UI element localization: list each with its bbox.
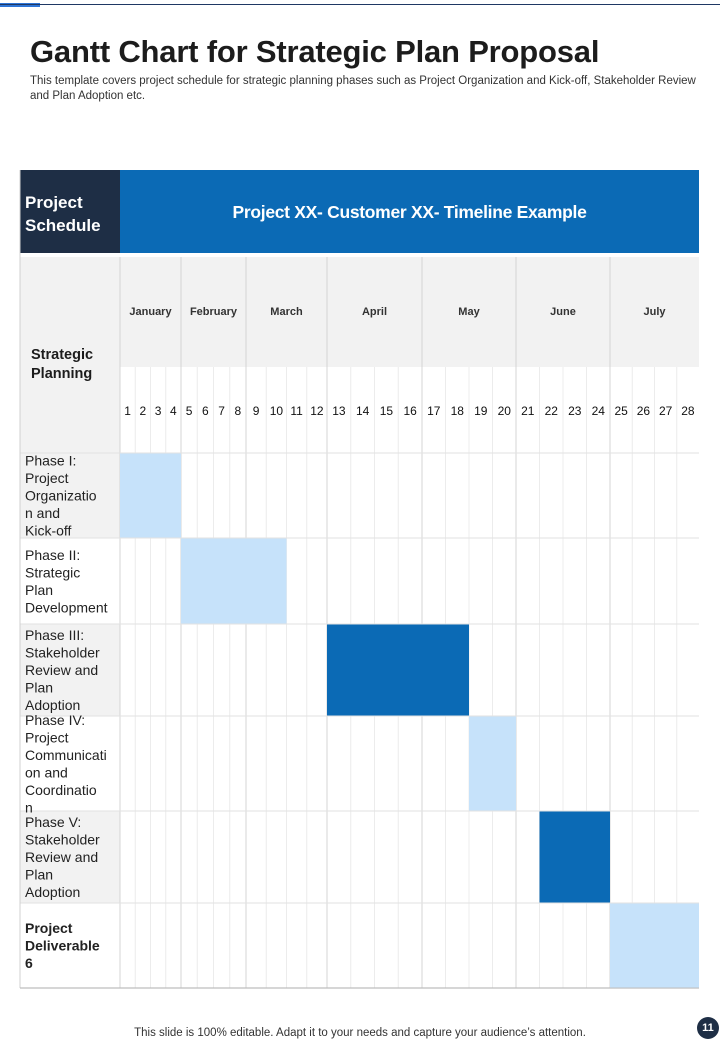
task-label-bg (20, 453, 120, 538)
task-label: Deliverable (25, 938, 100, 954)
week-number-label: 1 (124, 404, 131, 418)
month-label: January (129, 306, 172, 318)
task-label: Project (25, 470, 69, 486)
task-label: Plan (25, 680, 53, 696)
gantt-bar (539, 811, 610, 903)
page-number-badge: 11 (697, 1017, 719, 1039)
top-accent-bar (0, 3, 40, 7)
timeline-banner-title: Project XX- Customer XX- Timeline Exampl… (232, 202, 587, 222)
gantt-bar (327, 624, 469, 716)
task-label: Phase II: (25, 547, 80, 563)
task-label: Phase I: (25, 453, 76, 469)
gantt-bar (610, 903, 699, 988)
task-label: Phase IV: (25, 712, 85, 728)
week-number-label: 26 (637, 404, 651, 418)
gantt-bar (181, 538, 287, 624)
week-number-label: 17 (427, 404, 441, 418)
row-header-cell (20, 257, 120, 453)
week-number-label: 6 (202, 404, 209, 418)
task-label: Stakeholder (25, 832, 100, 848)
week-number-label: 3 (155, 404, 162, 418)
task-label: Adoption (25, 697, 80, 713)
week-number-label: 4 (170, 404, 177, 418)
project-schedule-corner (20, 170, 120, 253)
week-number-label: 13 (332, 404, 346, 418)
task-label: Review and (25, 849, 98, 865)
task-label: Project (25, 920, 73, 936)
task-label: n and (25, 505, 60, 521)
task-label: Adoption (25, 884, 80, 900)
week-number-label: 9 (253, 404, 260, 418)
month-label: April (362, 306, 387, 318)
project-schedule-label: Schedule (25, 216, 101, 235)
task-label: Development (25, 599, 108, 615)
footer-note: This slide is 100% editable. Adapt it to… (134, 1027, 586, 1039)
week-number-label: 24 (592, 404, 606, 418)
page-subtitle: This template covers project schedule fo… (30, 75, 696, 102)
week-number-label: 28 (681, 404, 695, 418)
week-number-label: 21 (521, 404, 535, 418)
week-number-label: 7 (218, 404, 225, 418)
task-label: Organizatio (25, 488, 97, 504)
month-header-band (120, 257, 699, 367)
week-number-label: 15 (380, 404, 394, 418)
week-number-label: 25 (614, 404, 628, 418)
task-label: Phase III: (25, 627, 84, 643)
task-label: Plan (25, 582, 53, 598)
month-label: June (550, 306, 576, 318)
task-label: Strategic (25, 564, 80, 580)
task-label: Stakeholder (25, 645, 100, 661)
task-label: 6 (25, 955, 33, 971)
gantt-bar (469, 716, 516, 811)
gantt-bar (120, 453, 181, 538)
week-number-label: 19 (474, 404, 488, 418)
task-label-bg (20, 811, 120, 903)
month-label: July (643, 306, 666, 318)
strategic-planning-label: Strategic (31, 347, 93, 363)
task-label: Phase V: (25, 814, 81, 830)
top-divider (0, 4, 720, 5)
page-title: Gantt Chart for Strategic Plan Proposal (30, 34, 600, 69)
task-label: n (25, 799, 33, 815)
week-number-label: 27 (659, 404, 673, 418)
week-number-label: 8 (235, 404, 242, 418)
strategic-planning-label: Planning (31, 366, 92, 382)
gantt-chart: Project Schedule Project XX- Customer XX- … (19, 170, 699, 989)
week-number-label: 18 (451, 404, 465, 418)
week-number-label: 5 (186, 404, 193, 418)
task-label: on and (25, 764, 68, 780)
task-label: Plan (25, 867, 53, 883)
timeline-banner (120, 170, 699, 253)
week-number-label: 10 (270, 404, 284, 418)
week-number-label: 14 (356, 404, 370, 418)
week-number-label: 22 (545, 404, 559, 418)
week-number-label: 20 (498, 404, 512, 418)
week-number-label: 23 (568, 404, 582, 418)
week-number-label: 16 (403, 404, 417, 418)
task-label: Project (25, 729, 69, 745)
week-number-label: 12 (310, 404, 324, 418)
task-label-bg (20, 624, 120, 716)
task-label: Communicati (25, 747, 107, 763)
week-number-label: 2 (140, 404, 147, 418)
project-schedule-label: Project (25, 193, 83, 212)
task-label: Kick-off (25, 523, 72, 539)
task-label: Review and (25, 662, 98, 678)
week-number-label: 11 (290, 404, 303, 418)
month-label: February (190, 306, 238, 318)
month-label: May (458, 306, 480, 318)
task-label: Coordinatio (25, 782, 97, 798)
month-label: March (270, 306, 303, 318)
